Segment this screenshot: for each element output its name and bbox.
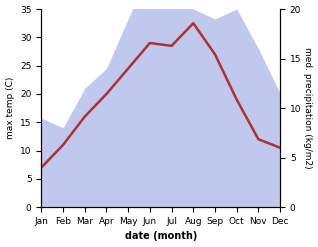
Y-axis label: max temp (C): max temp (C) [5,77,15,139]
Y-axis label: med. precipitation (kg/m2): med. precipitation (kg/m2) [303,47,313,169]
X-axis label: date (month): date (month) [125,231,197,242]
